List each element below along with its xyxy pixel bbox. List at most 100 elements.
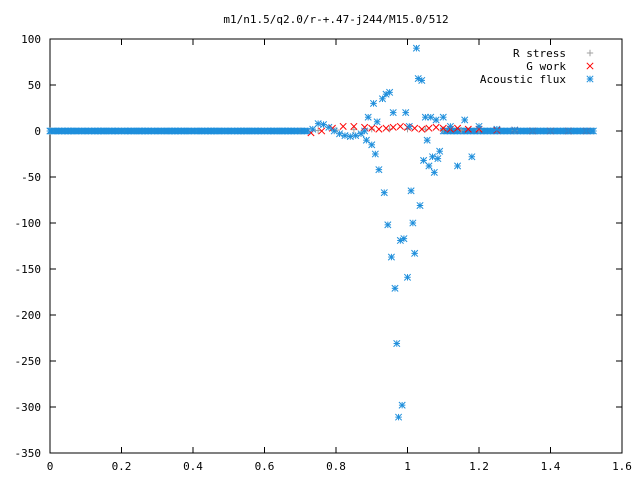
data-point bbox=[440, 126, 447, 133]
data-point bbox=[375, 125, 383, 133]
data-point bbox=[46, 127, 54, 135]
data-point bbox=[126, 127, 134, 135]
data-point bbox=[395, 413, 403, 421]
data-point bbox=[296, 127, 304, 135]
x-tick-label: 0.2 bbox=[112, 460, 132, 473]
y-tick-label: 0 bbox=[34, 125, 41, 138]
data-point bbox=[189, 127, 197, 135]
y-tick-label: -50 bbox=[21, 171, 41, 184]
data-point bbox=[493, 125, 501, 133]
data-point bbox=[64, 127, 72, 135]
data-point bbox=[73, 127, 81, 135]
data-point bbox=[453, 162, 462, 170]
data-point bbox=[446, 122, 454, 130]
x-tick-label: 1.2 bbox=[469, 460, 489, 473]
y-tick-label: -150 bbox=[15, 263, 42, 276]
data-point bbox=[511, 126, 519, 134]
data-point bbox=[439, 113, 447, 121]
axes: 0 0.2 0.4 0.6 0.8 1 1.2 1.4 1.6 100 50 0 -50 -100 -150… bbox=[15, 33, 632, 473]
y-tick-label: 50 bbox=[28, 79, 41, 92]
data-point bbox=[336, 130, 344, 138]
data-point bbox=[434, 155, 442, 163]
data-point bbox=[407, 187, 415, 195]
data-point bbox=[412, 44, 420, 52]
series-layer bbox=[46, 44, 597, 421]
data-point bbox=[416, 201, 424, 210]
data-point bbox=[378, 95, 387, 103]
data-point bbox=[368, 125, 375, 133]
legend-marker bbox=[586, 49, 594, 57]
data-point bbox=[198, 127, 206, 135]
x-tick-label: 1 bbox=[404, 460, 411, 473]
data-point bbox=[432, 116, 440, 124]
data-point bbox=[411, 249, 419, 257]
data-point bbox=[423, 136, 431, 144]
data-point bbox=[389, 109, 397, 117]
data-point bbox=[418, 125, 426, 133]
data-point bbox=[529, 127, 537, 135]
legend-marker bbox=[586, 62, 594, 70]
data-point bbox=[400, 235, 408, 243]
data-point bbox=[162, 127, 170, 135]
data-point bbox=[436, 147, 444, 155]
data-point bbox=[380, 189, 388, 197]
data-point bbox=[339, 122, 347, 130]
series-acoustic-flux bbox=[46, 44, 597, 421]
data-point bbox=[153, 127, 161, 135]
data-point bbox=[144, 127, 152, 135]
data-point bbox=[420, 156, 428, 164]
data-point bbox=[369, 99, 378, 107]
data-point bbox=[564, 127, 572, 135]
data-point bbox=[100, 127, 108, 135]
data-point bbox=[418, 76, 426, 84]
y-tick-label: -100 bbox=[15, 217, 42, 230]
x-tick-label: 0 bbox=[47, 460, 54, 473]
data-point bbox=[361, 127, 369, 135]
data-point bbox=[393, 339, 401, 348]
data-point bbox=[475, 122, 483, 130]
data-point bbox=[135, 127, 143, 135]
plot-frame bbox=[49, 38, 623, 454]
data-point bbox=[252, 127, 260, 135]
y-tick-label: -250 bbox=[15, 355, 42, 368]
legend-label: Acoustic flux bbox=[480, 73, 566, 86]
data-point bbox=[546, 127, 555, 135]
x-tick-label: 0.8 bbox=[326, 460, 346, 473]
data-point bbox=[405, 122, 413, 130]
data-point bbox=[225, 127, 233, 135]
data-point bbox=[350, 126, 358, 133]
data-point bbox=[396, 122, 404, 130]
x-tick-label: 1.4 bbox=[541, 460, 561, 473]
data-point bbox=[309, 125, 317, 133]
data-point bbox=[411, 124, 419, 132]
x-tick-label: 0.4 bbox=[183, 460, 203, 473]
data-point bbox=[387, 253, 395, 261]
data-point bbox=[368, 141, 376, 149]
data-point bbox=[287, 127, 295, 135]
data-point bbox=[582, 127, 590, 135]
data-point bbox=[180, 127, 188, 135]
data-point bbox=[403, 273, 412, 281]
data-point bbox=[352, 132, 360, 140]
data-point bbox=[109, 127, 117, 135]
data-point bbox=[364, 113, 372, 121]
data-point bbox=[269, 127, 277, 135]
data-point bbox=[371, 150, 379, 158]
data-point bbox=[216, 127, 224, 135]
data-point bbox=[432, 123, 440, 131]
chart-title: m1/n1.5/q2.0/r-+.47-j244/M15.0/512 bbox=[223, 13, 448, 26]
data-point bbox=[362, 136, 370, 144]
data-point bbox=[453, 124, 462, 132]
data-point bbox=[402, 109, 410, 117]
x-tick-label: 0.6 bbox=[255, 460, 275, 473]
data-point bbox=[468, 153, 476, 161]
data-point bbox=[55, 127, 63, 135]
data-point bbox=[234, 127, 242, 135]
data-point bbox=[171, 127, 179, 135]
data-point bbox=[425, 124, 433, 132]
data-point bbox=[384, 221, 392, 229]
data-point bbox=[589, 127, 597, 135]
data-point bbox=[425, 162, 433, 170]
data-point bbox=[428, 153, 437, 161]
